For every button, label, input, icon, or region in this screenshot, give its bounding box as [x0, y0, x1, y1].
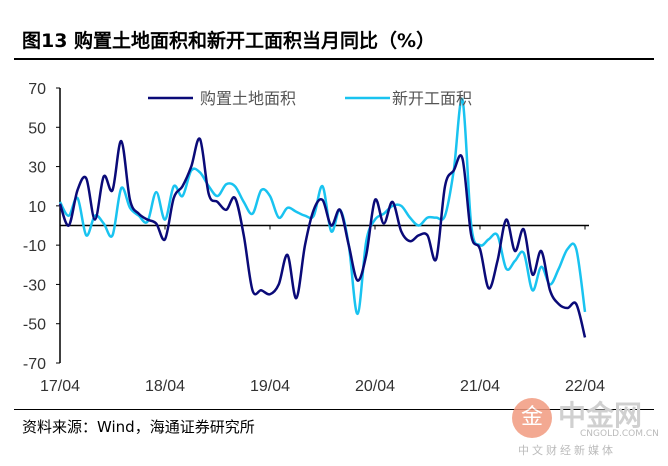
x-tick-label: 22/04	[565, 378, 605, 395]
x-tick-label: 21/04	[460, 378, 500, 395]
watermark: 金 中金网 CNGOLD.COM.CN 中文财经新媒体	[510, 392, 660, 462]
source-note: 资料来源：Wind，海通证券研究所	[22, 418, 255, 436]
source-divider	[14, 409, 654, 410]
y-tick-label: -50	[23, 317, 46, 334]
x-tick-label: 17/04	[40, 378, 80, 395]
y-tick-label: 50	[28, 120, 46, 137]
y-tick-label: -30	[23, 277, 46, 294]
legend-label: 购置土地面积	[200, 90, 296, 108]
title-divider	[14, 58, 654, 60]
watermark-slogan: 中文财经新媒体	[518, 444, 616, 457]
y-tick-label: 10	[28, 199, 46, 216]
y-tick-label: 70	[28, 81, 46, 98]
x-tick-label: 19/04	[250, 378, 290, 395]
watermark-url: CNGOLD.COM.CN	[580, 429, 659, 439]
series-line-new-construction	[58, 97, 587, 316]
series-line-land-purchase	[58, 137, 587, 338]
y-tick-label: -70	[23, 356, 46, 373]
chart-title: 图13 购置土地面积和新开工面积当月同比（%）	[22, 30, 436, 52]
legend-label: 新开工面积	[392, 90, 472, 108]
line-chart: 70 50 30 10 -10 -30 -50 -70 17/04 18/04 19/04 20/04…	[23, 81, 605, 395]
x-tick-label: 20/04	[355, 378, 395, 395]
watermark-logo-icon: 金	[512, 398, 552, 438]
y-tick-label: 30	[28, 160, 46, 177]
y-tick-label: -10	[23, 238, 46, 255]
x-tick-label: 18/04	[145, 378, 185, 395]
watermark-name: 中金网	[558, 399, 643, 432]
